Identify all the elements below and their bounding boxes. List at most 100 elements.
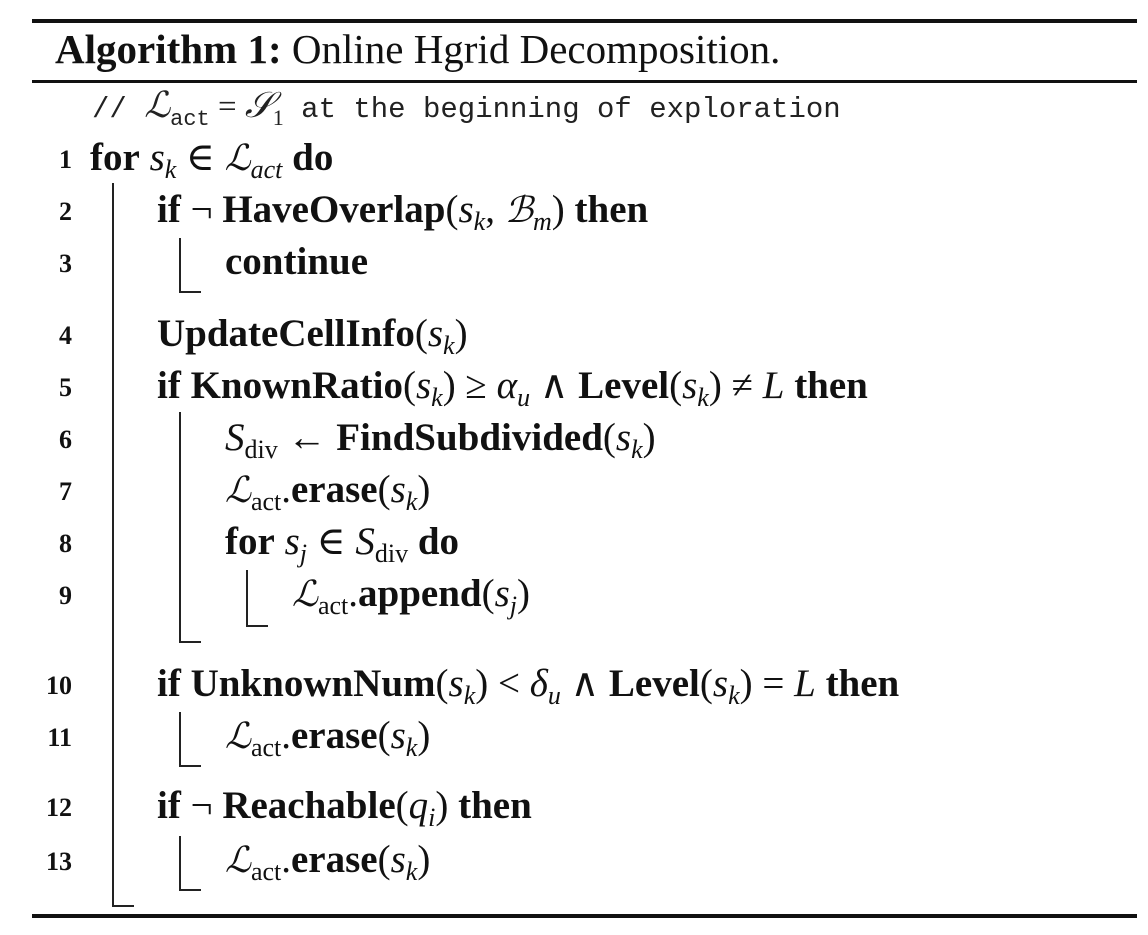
- line-number-13: 13: [46, 847, 72, 876]
- comment-suffix: at the beginning of exploration: [283, 93, 841, 126]
- var: S: [355, 520, 375, 563]
- kw: then: [458, 784, 532, 827]
- var: s: [390, 714, 406, 757]
- paren: (: [377, 714, 391, 757]
- comment-lhs-sub: act: [170, 107, 210, 132]
- inner-for-block-end: [246, 625, 268, 627]
- op: ∈: [306, 520, 356, 563]
- op: ) =: [739, 662, 795, 705]
- list-symbol: ℒ: [225, 716, 251, 757]
- list-symbol: ℒ: [225, 840, 251, 881]
- line-number-11: 11: [47, 723, 72, 752]
- var-sub: k: [463, 681, 476, 710]
- line-9: ℒact.append(sj): [292, 570, 530, 619]
- top-rule: [32, 19, 1137, 23]
- list-sub: act: [250, 155, 283, 184]
- comment-math: ℒact = 𝒮1: [144, 86, 284, 131]
- list-symbol: ℒ: [225, 470, 251, 511]
- list-symbol: ℒ: [224, 138, 251, 179]
- var: s: [494, 572, 510, 615]
- line-number-3: 3: [59, 249, 72, 278]
- kw: do: [417, 520, 460, 563]
- if-unknown-block-bar: [179, 712, 181, 766]
- line-number-8: 8: [59, 529, 72, 558]
- paren: (: [402, 364, 416, 407]
- paren: ): [417, 714, 431, 757]
- var: s: [615, 416, 632, 459]
- var-sub: k: [697, 383, 709, 412]
- list-sub: act: [250, 857, 282, 886]
- var-sub: div: [374, 539, 409, 568]
- greek-sub: u: [547, 681, 561, 710]
- var: s: [448, 662, 464, 705]
- var: s: [427, 312, 444, 355]
- var-sub: j: [509, 591, 517, 620]
- var-sub: k: [473, 207, 486, 236]
- var: s: [712, 662, 729, 705]
- var: L: [794, 662, 816, 705]
- op: ) <: [475, 662, 530, 705]
- line-2: if ¬ HaveOverlap(sk, ℬm) then: [157, 186, 648, 235]
- function-name: UpdateCellInfo: [157, 312, 415, 355]
- list-sub: act: [317, 591, 349, 620]
- function-name: HaveOverlap: [222, 188, 446, 231]
- dot: .: [348, 572, 358, 615]
- var-sub: k: [431, 383, 443, 412]
- set-symbol: ℬ: [504, 190, 534, 231]
- op: ∈: [186, 136, 215, 179]
- paren: ): [551, 188, 565, 231]
- dot: .: [281, 468, 291, 511]
- op: ¬: [190, 784, 213, 827]
- if-unknown-block-end: [179, 765, 201, 767]
- comma: ,: [485, 188, 505, 231]
- kw: then: [825, 662, 900, 705]
- line-number-6: 6: [59, 425, 72, 454]
- var-sub: k: [443, 331, 455, 360]
- kw: if: [157, 364, 181, 407]
- line-number-10: 10: [46, 671, 72, 700]
- line-3: continue: [225, 238, 368, 286]
- line-6: Sdiv ← FindSubdivided(sk): [225, 414, 656, 464]
- if-overlap-block-bar: [179, 238, 181, 292]
- line-5: if KnownRatio(sk) ≥ αu ∧ Level(sk) ≠ L t…: [157, 362, 868, 412]
- algorithm-name: Online Hgrid Decomposition.: [291, 26, 781, 72]
- if-known-block-bar: [179, 412, 181, 642]
- paren: (: [377, 468, 391, 511]
- if-reachable-block-bar: [179, 836, 181, 890]
- function-name: FindSubdivided: [336, 416, 603, 459]
- var: L: [762, 364, 785, 407]
- paren: (: [395, 784, 409, 827]
- kw: continue: [225, 240, 369, 283]
- paren: (: [602, 416, 616, 459]
- title-rule: [32, 80, 1137, 83]
- var-sub: i: [428, 803, 436, 832]
- op: ←: [277, 416, 337, 459]
- comment-line: // ℒact = 𝒮1 at the beginning of explora…: [92, 86, 841, 131]
- paren: (: [699, 662, 713, 705]
- var-sub: div: [244, 435, 278, 464]
- function-name: KnownRatio: [190, 364, 403, 407]
- comment-rhs-sub: 1: [272, 105, 284, 130]
- var: s: [390, 468, 406, 511]
- function-name: Level: [578, 364, 670, 407]
- if-reachable-block-end: [179, 889, 201, 891]
- var-sub: k: [728, 681, 740, 710]
- paren: ): [642, 416, 656, 459]
- function-name: append: [358, 572, 482, 615]
- paren: ): [454, 312, 468, 355]
- var: s: [284, 520, 300, 563]
- function-name: erase: [291, 468, 378, 511]
- bottom-rule: [32, 914, 1137, 918]
- paren: (: [445, 188, 459, 231]
- line-8: for sj ∈ Sdiv do: [225, 518, 460, 568]
- greek-var: α: [496, 364, 518, 407]
- comment-lhs: ℒ: [144, 85, 171, 126]
- var-sub: k: [631, 435, 643, 464]
- kw: if: [157, 662, 181, 705]
- for-block-end: [112, 905, 134, 907]
- line-13: ℒact.erase(sk): [225, 836, 430, 885]
- var-sub: k: [405, 857, 418, 886]
- kw: then: [794, 364, 868, 407]
- paren: (: [435, 662, 449, 705]
